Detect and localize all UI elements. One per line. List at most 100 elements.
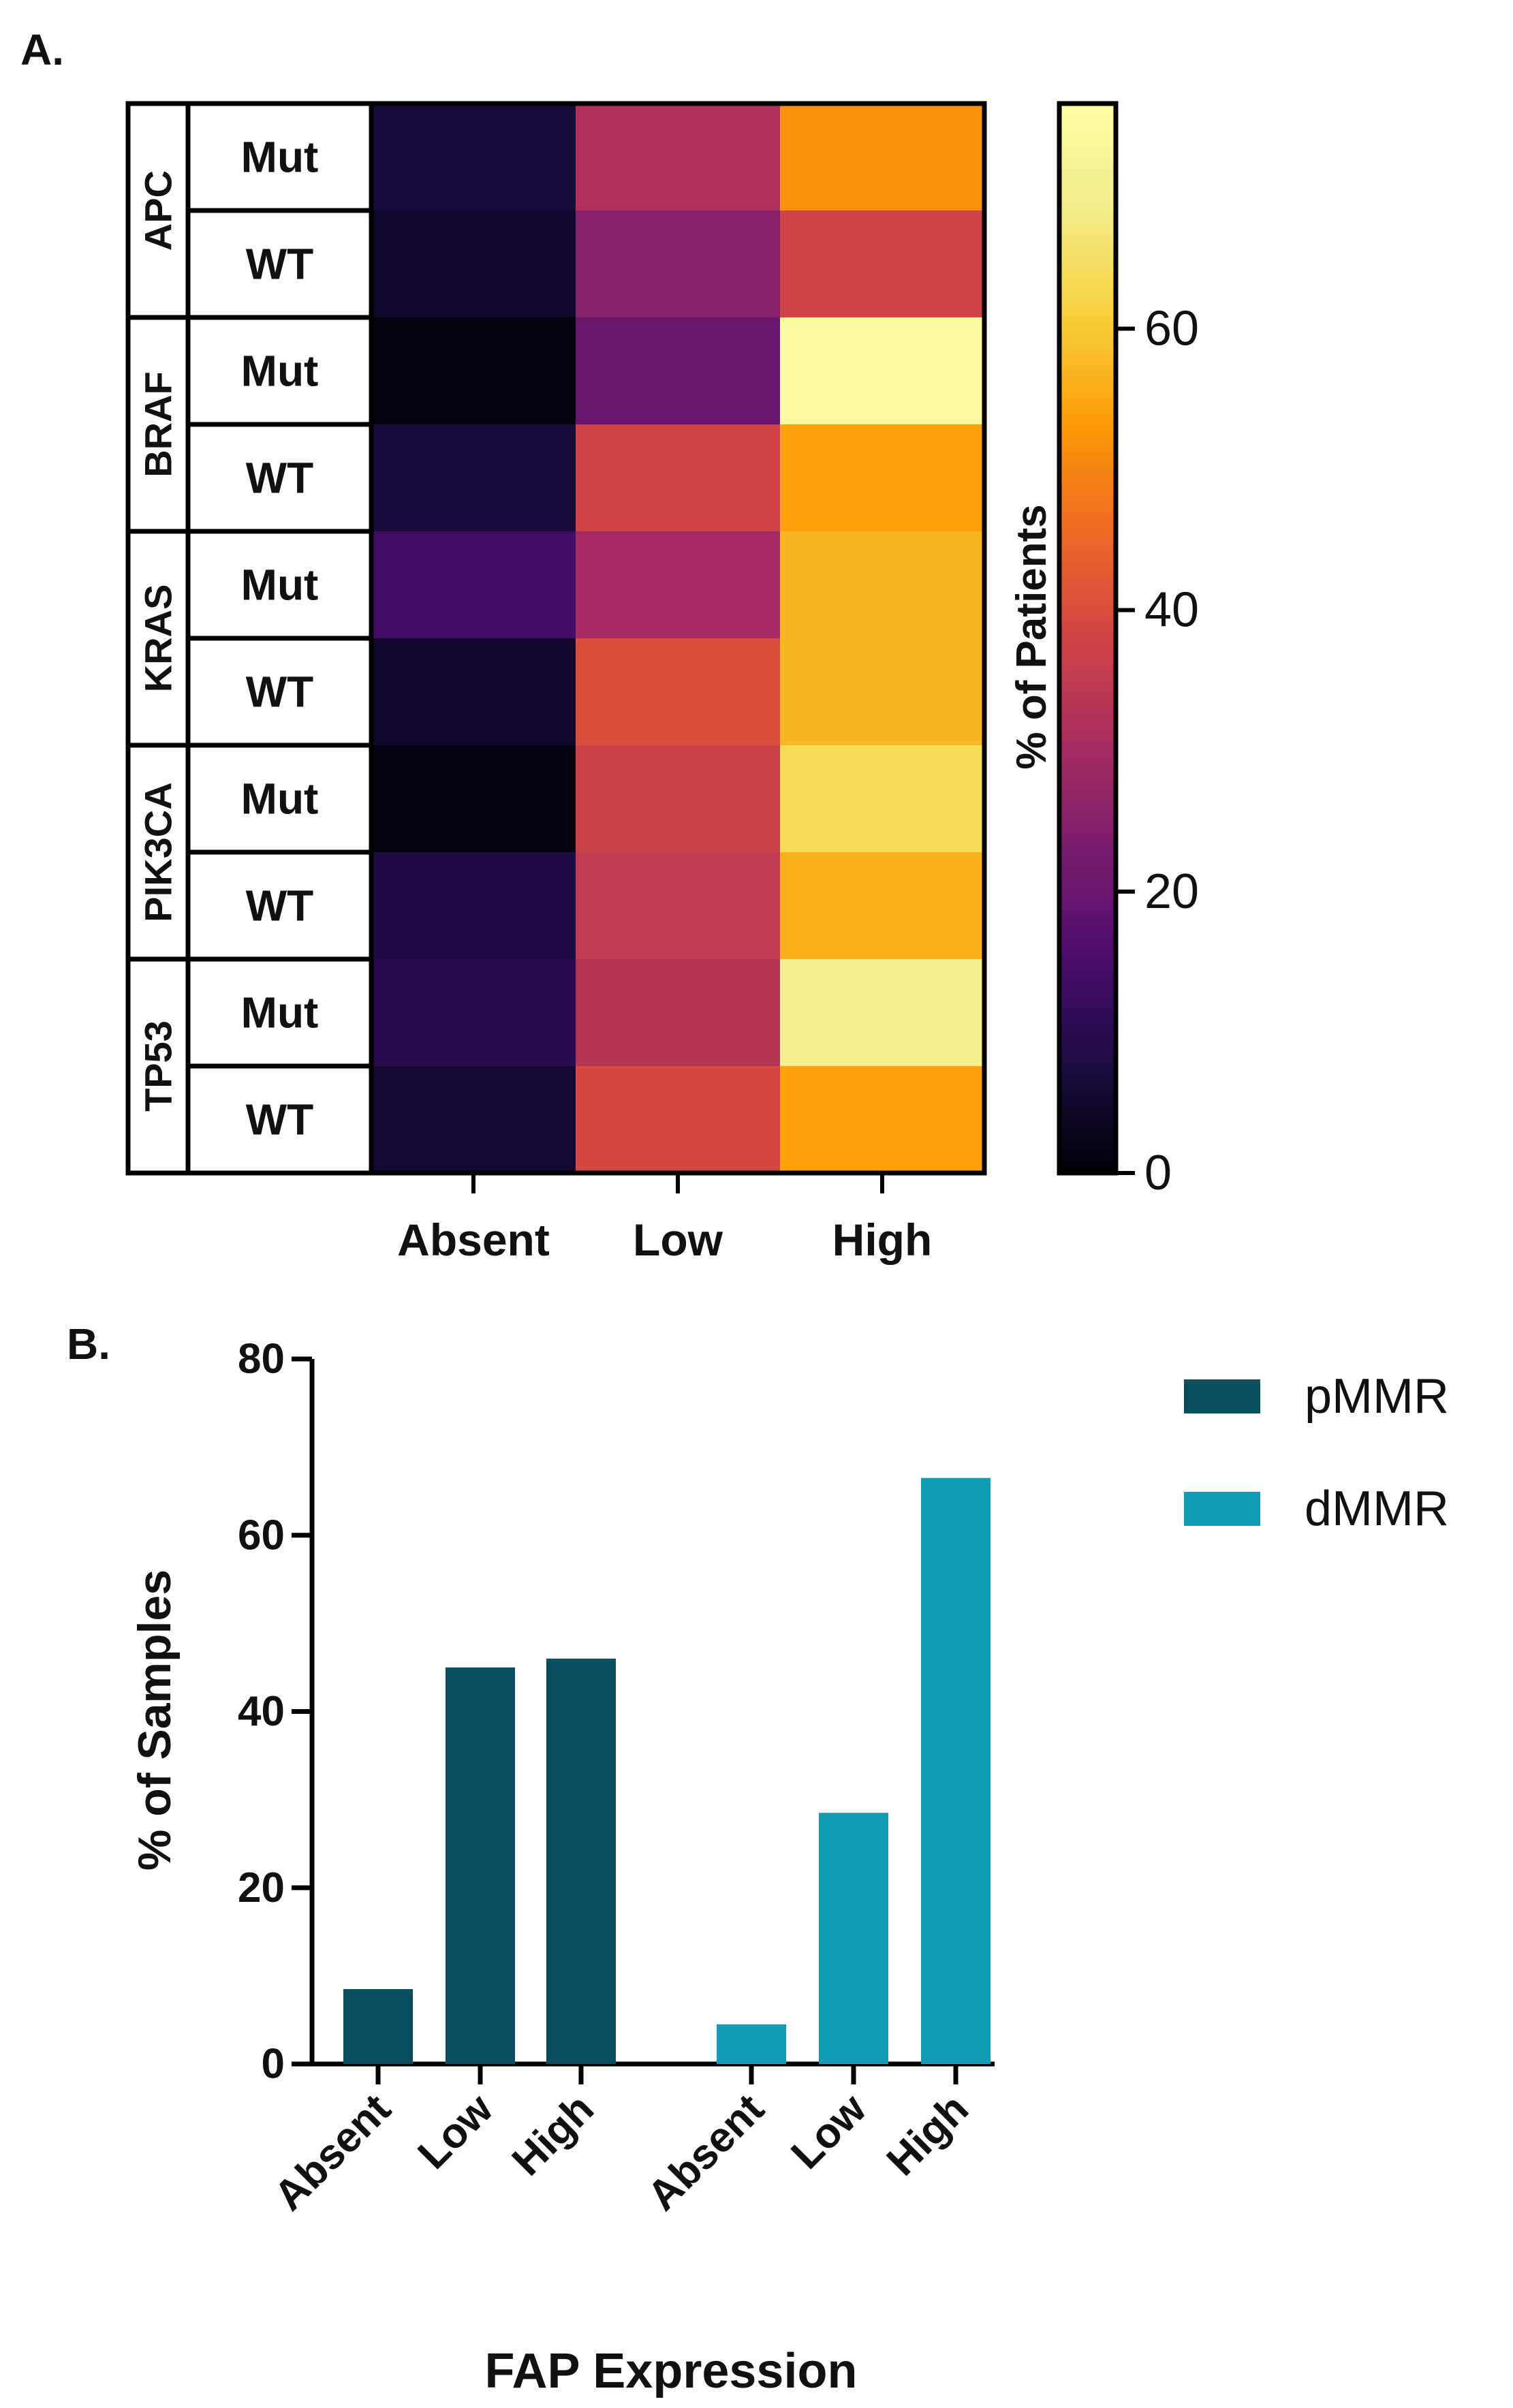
x-tick-label: High	[878, 2085, 978, 2185]
colorbar-tick-label: 60	[1144, 302, 1199, 356]
y-tick-label: 60	[238, 1512, 285, 1559]
heatmap-panel: A. APC BRAF KRAS PIK3CA TP53 Mut WT Mut WT Mut WT M…	[20, 25, 1199, 1265]
heatmap-cell	[371, 959, 576, 1067]
heatmap-cell	[576, 852, 781, 960]
gene-label-box	[125, 742, 191, 962]
heatmap-cell	[371, 317, 576, 425]
bar-dmmr-high	[921, 1477, 991, 2064]
gene-label: KRAS	[137, 584, 180, 693]
y-axis-label: % of Samples	[129, 1569, 181, 1871]
x-tick-label: Absent	[639, 2085, 773, 2219]
heatmap-cell	[576, 531, 781, 639]
heatmap-cell	[371, 531, 576, 639]
status-label: Mut	[241, 133, 319, 182]
bar-pmmr-low	[446, 1667, 515, 2064]
status-label: Mut	[241, 775, 319, 824]
legend: pMMR dMMR	[1184, 1369, 1449, 1536]
panel-a-label: A.	[20, 25, 64, 74]
status-label: WT	[246, 881, 314, 931]
status-label: Mut	[241, 347, 319, 396]
y-tick-label: 80	[238, 1336, 285, 1383]
colorbar-tick-label: 0	[1144, 1146, 1172, 1200]
heatmap-cell	[780, 852, 985, 960]
heatmap-column-labels: Absent Low High	[397, 1173, 932, 1265]
y-tick-label: 40	[238, 1688, 285, 1735]
x-axis-label: FAP Expression	[485, 2344, 858, 2398]
bar-dmmr-low	[819, 1813, 888, 2064]
gene-label: TP53	[137, 1020, 180, 1112]
status-label-box	[185, 101, 374, 213]
heatmap-cell	[780, 317, 985, 425]
heatmap-cell	[371, 638, 576, 746]
heatmap-cell	[576, 317, 781, 425]
column-label: Low	[633, 1215, 723, 1265]
colorbar: 0 20 40 60 % of Patients	[1008, 101, 1199, 1200]
status-label-box	[185, 315, 374, 427]
heatmap-cell	[371, 104, 576, 211]
gene-label: PIK3CA	[137, 782, 180, 922]
gene-label-box	[125, 956, 191, 1176]
heatmap-cell	[371, 210, 576, 318]
bar-tick-labels: Absent Low High Absent Low High	[266, 2085, 978, 2220]
bars	[343, 1477, 991, 2064]
status-label: Mut	[241, 561, 319, 610]
colorbar-tick-label: 40	[1144, 583, 1199, 638]
status-label: WT	[246, 1095, 314, 1144]
heatmap-cell	[780, 959, 985, 1067]
legend-label: pMMR	[1305, 1369, 1449, 1424]
heatmap-cell	[780, 745, 985, 853]
status-label-box	[185, 1063, 374, 1176]
status-label: Mut	[241, 988, 319, 1037]
colorbar-ticks: 0 20 40 60	[1116, 302, 1199, 1200]
gene-label: BRAF	[137, 371, 180, 478]
y-tick-label: 0	[262, 2041, 285, 2088]
heatmap-cell	[576, 424, 781, 532]
heatmap-cell	[780, 104, 985, 211]
gene-label: APC	[137, 170, 180, 251]
status-label-box	[185, 636, 374, 748]
status-label: WT	[246, 240, 314, 289]
x-tick-label: Low	[409, 2085, 502, 2178]
x-tick-label: Absent	[266, 2085, 400, 2219]
colorbar-tick-label: 20	[1144, 864, 1199, 919]
x-tick-label: High	[503, 2085, 603, 2185]
x-tick-label: Low	[782, 2085, 875, 2178]
colorbar-gradient	[1057, 101, 1119, 1176]
heatmap-cell	[576, 1066, 781, 1174]
status-label: WT	[246, 454, 314, 503]
heatmap-cell	[576, 745, 781, 853]
bar-dmmr-absent	[717, 2024, 786, 2064]
heatmap-cells	[369, 101, 987, 1176]
status-label-box	[185, 422, 374, 534]
heatmap-cell	[576, 210, 781, 318]
column-label: Absent	[397, 1215, 550, 1265]
heatmap-cell	[780, 210, 985, 318]
heatmap-cell	[371, 1066, 576, 1174]
heatmap-cell	[576, 104, 781, 211]
panel-b-label: B.	[67, 1319, 110, 1369]
heatmap-cell	[780, 1066, 985, 1174]
heatmap-cell	[371, 852, 576, 960]
status-label-box	[185, 208, 374, 320]
heatmap-cell	[371, 424, 576, 532]
heatmap-cell	[780, 531, 985, 639]
colorbar-label: % of Patients	[1008, 504, 1055, 769]
column-label: High	[832, 1215, 933, 1265]
bar-pmmr-absent	[343, 1989, 413, 2064]
y-tick-label: 20	[238, 1864, 285, 1911]
status-label-box	[185, 742, 374, 855]
heatmap-cell	[780, 424, 985, 532]
status-label-box	[185, 956, 374, 1069]
status-label: WT	[246, 668, 314, 717]
bar-axes: 0 20 40 60 80	[238, 1336, 995, 2088]
heatmap-row-labels: APC BRAF KRAS PIK3CA TP53 Mut WT Mut WT Mut WT Mut W…	[125, 101, 374, 1176]
heatmap-cell	[780, 638, 985, 746]
legend-label: dMMR	[1305, 1482, 1449, 1536]
heatmap-cell	[576, 959, 781, 1067]
legend-swatch	[1184, 1379, 1260, 1413]
legend-swatch	[1184, 1492, 1260, 1526]
heatmap-cell	[576, 638, 781, 746]
heatmap-cell	[371, 745, 576, 853]
